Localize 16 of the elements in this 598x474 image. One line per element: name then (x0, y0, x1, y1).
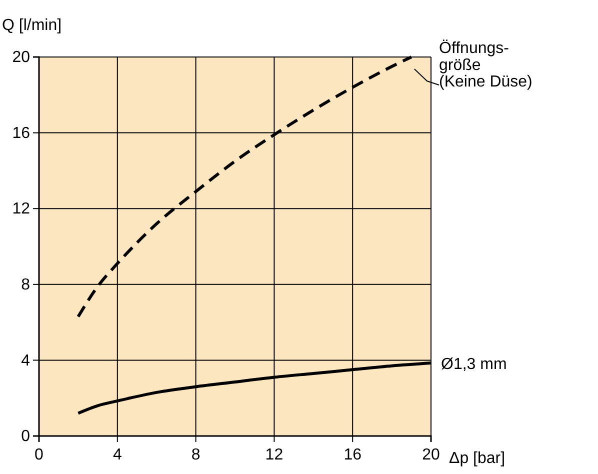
y-tick-label: 20 (12, 49, 30, 66)
x-tick-label: 12 (265, 446, 284, 464)
y-tick-label: 16 (12, 124, 30, 142)
series-label: Ø1,3 mm (441, 356, 507, 374)
x-tick-label: 4 (112, 446, 122, 464)
y-tick-label: 8 (21, 276, 30, 294)
x-tick-label: 8 (191, 446, 200, 464)
x-tick-label: 16 (344, 446, 362, 464)
x-tick-label: 0 (34, 446, 44, 464)
x-tick-label: 20 (422, 446, 440, 464)
y-axis-title: Q [l/min] (2, 17, 62, 34)
y-tick-label: 0 (21, 428, 30, 446)
x-axis-title: Δp [bar] (449, 450, 506, 467)
y-tick-label: 12 (12, 200, 30, 218)
y-tick-label: 4 (21, 352, 30, 370)
series-label: Öffnungs- größe (Keine Düse) (439, 39, 532, 91)
